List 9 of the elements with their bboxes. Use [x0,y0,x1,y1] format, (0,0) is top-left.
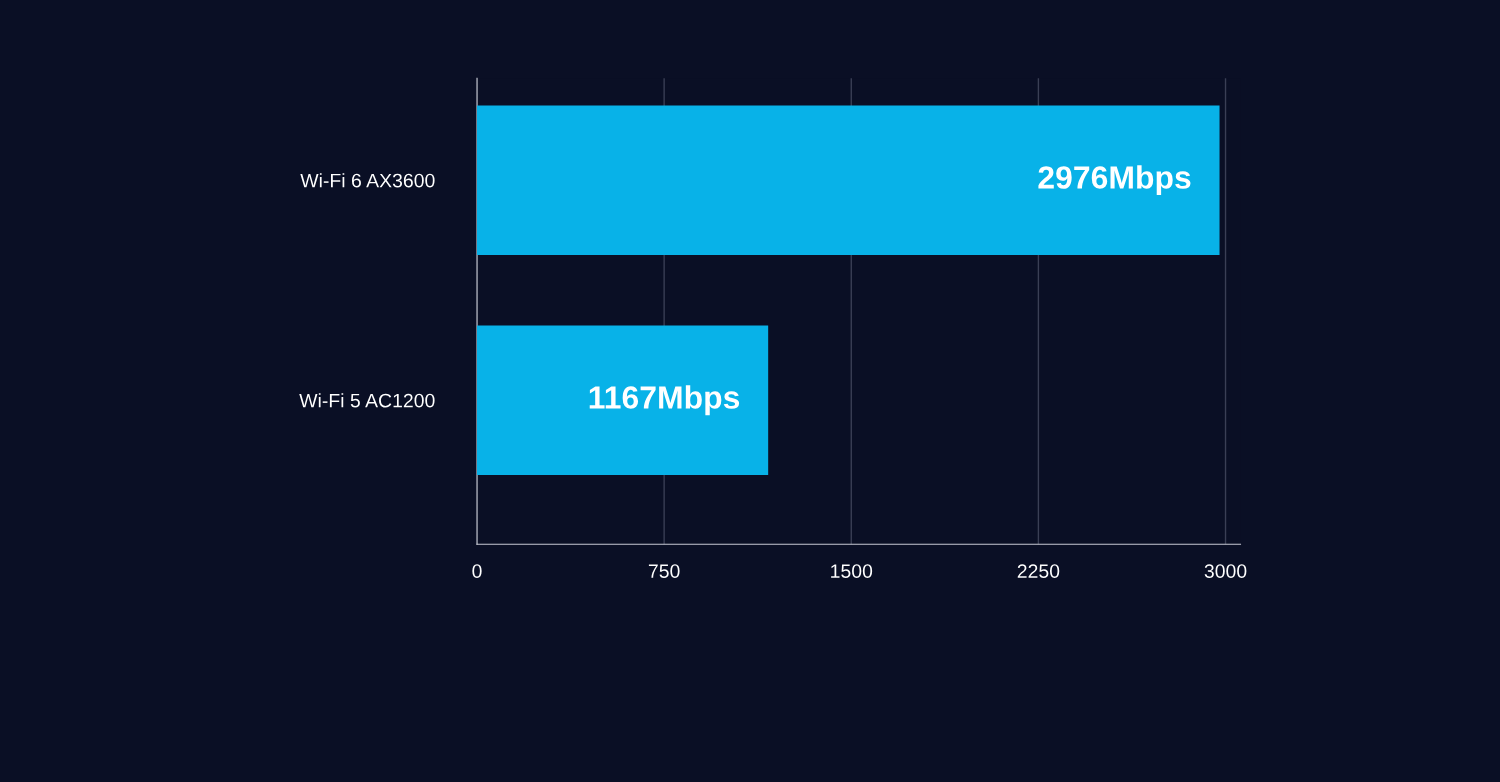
x-tick-label: 750 [648,564,680,578]
x-tick-label: 0 [472,564,482,578]
y-tick-label: Wi-Fi 6 AX3600 [300,173,435,188]
x-tick-label: 1500 [831,564,873,578]
y-tick-label: Wi-Fi 5 AC1200 [299,393,435,408]
x-tick-label: 2250 [1017,564,1060,578]
data-label: 1167Mbps [589,385,740,416]
data-label: 2976Mbps [1038,165,1191,196]
x-tick-label: 3000 [1204,564,1247,578]
